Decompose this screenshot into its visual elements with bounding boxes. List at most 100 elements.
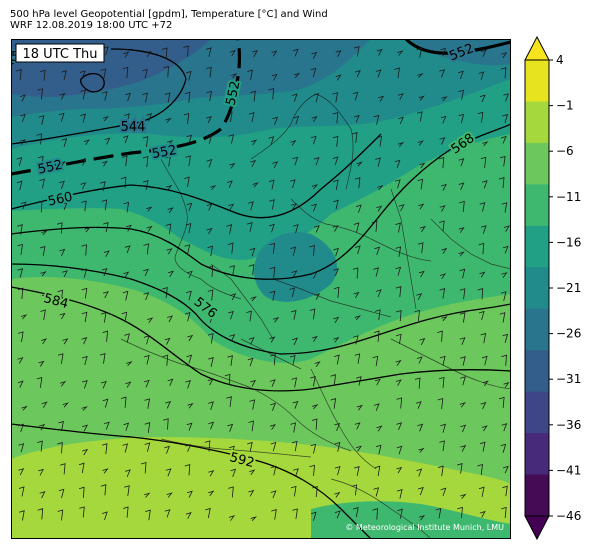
wind-barb — [207, 333, 214, 344]
wind-barb — [208, 490, 215, 497]
wind-barb — [313, 93, 320, 103]
wind-barb — [459, 337, 466, 345]
colorbar-band — [525, 474, 549, 517]
wind-barb — [81, 406, 88, 411]
wind-barb — [313, 156, 320, 166]
wind-barb — [416, 47, 423, 58]
wind-barb — [204, 440, 211, 452]
wind-barb — [59, 92, 66, 100]
wind-barb — [477, 463, 483, 475]
colorbar-ticks: 4 −1 −6 −11 −16 −21 −26 −31 −36 −41 −46 — [549, 53, 581, 523]
wind-barb — [271, 50, 278, 57]
wind-barb — [290, 309, 297, 320]
wind-barb — [459, 268, 466, 279]
wind-barb — [458, 89, 465, 100]
wind-barb — [334, 491, 341, 498]
wind-barb — [80, 113, 86, 123]
wind-barb — [61, 138, 68, 147]
wind-barb — [373, 114, 380, 125]
wind-barb — [479, 510, 486, 518]
wind-barb — [19, 510, 25, 521]
wind-barb — [185, 512, 192, 519]
wind-barb — [247, 69, 253, 80]
wind-barb — [228, 310, 234, 320]
wind-barb — [290, 422, 297, 433]
wind-barb — [99, 353, 106, 364]
wind-barb — [374, 465, 381, 477]
wind-barb — [376, 135, 383, 147]
wind-barb — [186, 202, 193, 211]
wind-barb — [417, 242, 424, 254]
wind-barb — [187, 402, 194, 409]
wind-barb — [460, 376, 466, 386]
wind-barb — [311, 51, 318, 59]
wind-barb — [39, 491, 46, 499]
wind-barb — [311, 404, 319, 410]
wind-barb — [460, 444, 467, 452]
wind-barb — [310, 443, 317, 454]
wind-barb — [37, 508, 44, 520]
wind-barb — [271, 73, 278, 81]
wind-barb — [417, 140, 424, 146]
wind-barb — [375, 157, 381, 167]
wind-barb — [145, 50, 152, 58]
wind-barb — [249, 399, 256, 410]
wind-barb — [248, 337, 255, 345]
wind-barb — [184, 312, 191, 322]
wind-barb — [41, 401, 48, 408]
wind-barb — [250, 159, 256, 167]
wind-barb — [396, 445, 403, 455]
wind-barb — [165, 184, 173, 191]
wind-barb — [313, 225, 320, 233]
wind-barb — [334, 441, 341, 452]
wind-barb — [166, 140, 174, 146]
wind-barb — [249, 247, 256, 257]
wind-barb — [332, 156, 339, 166]
wind-barb — [17, 287, 24, 300]
wind-barb — [78, 486, 85, 498]
wind-barb — [291, 440, 298, 452]
wind-barb — [481, 425, 488, 432]
wind-barb — [62, 270, 68, 278]
colorbar-tick-label: −26 — [556, 327, 581, 341]
wind-barb — [39, 423, 46, 431]
wind-barb — [499, 312, 506, 323]
wind-barb — [122, 506, 129, 518]
wind-barb — [38, 115, 45, 125]
wind-barb — [57, 509, 64, 521]
wind-barb — [462, 139, 469, 146]
wind-barb — [186, 490, 193, 498]
coastlines — [120, 93, 511, 539]
wind-barb — [310, 67, 317, 78]
wind-barb — [144, 492, 151, 498]
wind-barb — [16, 180, 23, 191]
wind-barb — [501, 354, 507, 366]
wind-barb — [205, 47, 212, 57]
wind-barb — [206, 158, 213, 168]
wind-barb — [396, 489, 403, 499]
wind-barb — [102, 222, 109, 233]
wind-barb — [417, 486, 424, 496]
wind-barb — [146, 113, 153, 122]
wind-barb — [397, 508, 403, 519]
wind-barb — [205, 507, 211, 519]
wind-barb — [414, 377, 421, 389]
temp-fill-m21-central — [254, 232, 338, 302]
wind-barb — [373, 403, 380, 412]
wind-barb — [164, 445, 170, 454]
wind-barb — [16, 157, 23, 167]
wind-barb — [333, 316, 340, 324]
wind-barb — [290, 246, 297, 256]
wind-barb — [164, 92, 171, 103]
wind-barb — [57, 353, 64, 364]
wind-barb — [290, 139, 297, 146]
wind-barb — [498, 177, 505, 189]
wind-barb — [185, 155, 191, 167]
geopotential-contours — [11, 45, 511, 539]
wind-barb — [207, 245, 214, 257]
wind-barb — [440, 423, 446, 433]
wind-barb — [143, 335, 150, 345]
wind-barb — [292, 337, 298, 346]
wind-barb — [186, 354, 193, 364]
wind-barb — [353, 291, 360, 299]
